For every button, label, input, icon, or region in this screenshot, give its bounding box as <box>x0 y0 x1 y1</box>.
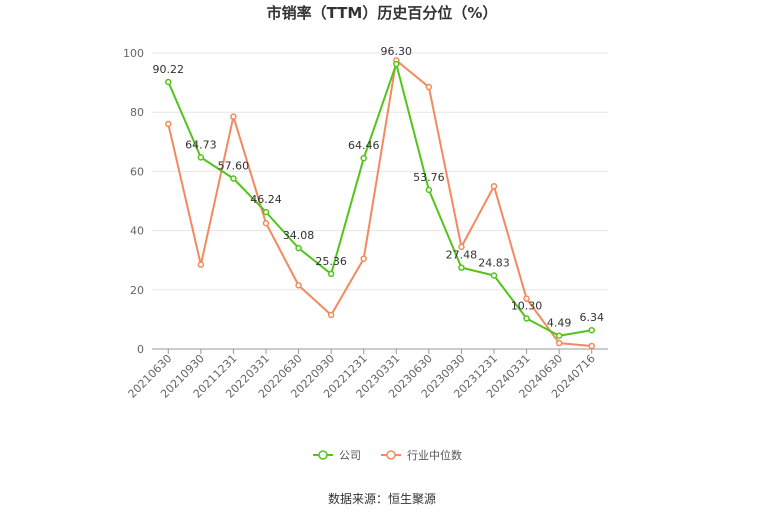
data-point <box>230 175 237 182</box>
data-point <box>262 208 270 216</box>
data-point <box>230 113 237 120</box>
data-point <box>523 315 530 322</box>
data-point <box>490 182 498 190</box>
data-point <box>458 243 465 251</box>
y-tick-label: 20 <box>130 284 144 297</box>
x-axis: 2021063020210930202112312022033120220630… <box>126 348 608 401</box>
y-tick-label: 100 <box>123 47 144 60</box>
data-point <box>165 78 172 86</box>
series-group <box>165 57 595 350</box>
data-label: 64.73 <box>185 138 217 151</box>
data-label: 24.83 <box>478 257 510 270</box>
chart-title: 市销率（TTM）历史百分位（%） <box>267 4 498 22</box>
grid-lines <box>152 52 608 291</box>
data-point <box>262 219 270 227</box>
data-label: 57.60 <box>218 160 250 173</box>
data-point <box>588 342 595 350</box>
data-label: 27.48 <box>446 249 478 262</box>
legend-label: 行业中位数 <box>407 448 462 462</box>
data-label: 96.30 <box>381 45 413 58</box>
data-label: 10.30 <box>511 300 543 313</box>
y-tick-label: 0 <box>137 343 144 356</box>
y-axis: 0 20 40 60 80 100 <box>123 47 144 356</box>
data-point <box>327 270 335 278</box>
legend[interactable]: 公司 行业中位数 <box>313 448 462 462</box>
data-point <box>555 332 563 339</box>
series-line-行业中位数 <box>167 59 592 348</box>
y-tick-label: 60 <box>130 165 144 178</box>
data-point <box>523 295 530 302</box>
data-label: 34.08 <box>283 229 315 242</box>
data-point <box>425 186 433 194</box>
data-label: 90.22 <box>153 63 185 76</box>
legend-label: 公司 <box>339 449 361 462</box>
data-point <box>458 264 465 271</box>
y-tick-label: 40 <box>130 225 144 238</box>
data-point <box>588 326 595 334</box>
data-point <box>295 244 302 252</box>
data-label: 46.24 <box>250 193 282 206</box>
data-label: 25.36 <box>315 255 347 268</box>
source-text: 数据来源：恒生聚源 <box>328 491 436 506</box>
data-point <box>393 60 400 68</box>
data-label: 53.76 <box>413 171 445 184</box>
legend-marker <box>318 450 328 460</box>
y-tick-label: 80 <box>130 106 144 119</box>
data-point <box>490 272 498 279</box>
data-point <box>295 282 302 289</box>
data-label: 6.34 <box>579 311 604 324</box>
legend-marker <box>386 450 396 460</box>
data-point <box>425 83 433 91</box>
data-point <box>197 154 205 161</box>
data-point <box>360 154 367 162</box>
data-point <box>360 255 367 262</box>
data-label: 4.49 <box>547 317 572 330</box>
data-label: 64.46 <box>348 139 380 152</box>
data-point <box>197 261 205 268</box>
data-point <box>555 339 563 347</box>
data-point <box>327 311 335 319</box>
data-point <box>165 120 172 128</box>
series-line-公司 <box>167 62 592 337</box>
